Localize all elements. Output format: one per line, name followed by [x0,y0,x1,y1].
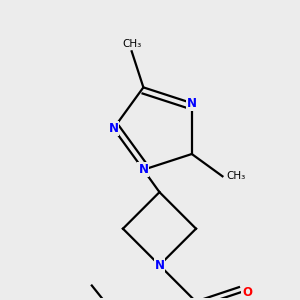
Text: N: N [154,259,164,272]
Text: CH₃: CH₃ [226,171,246,181]
Text: CH₃: CH₃ [122,39,141,49]
Text: N: N [187,97,197,110]
Text: O: O [242,286,252,299]
Text: N: N [138,163,148,176]
Text: N: N [109,122,118,135]
